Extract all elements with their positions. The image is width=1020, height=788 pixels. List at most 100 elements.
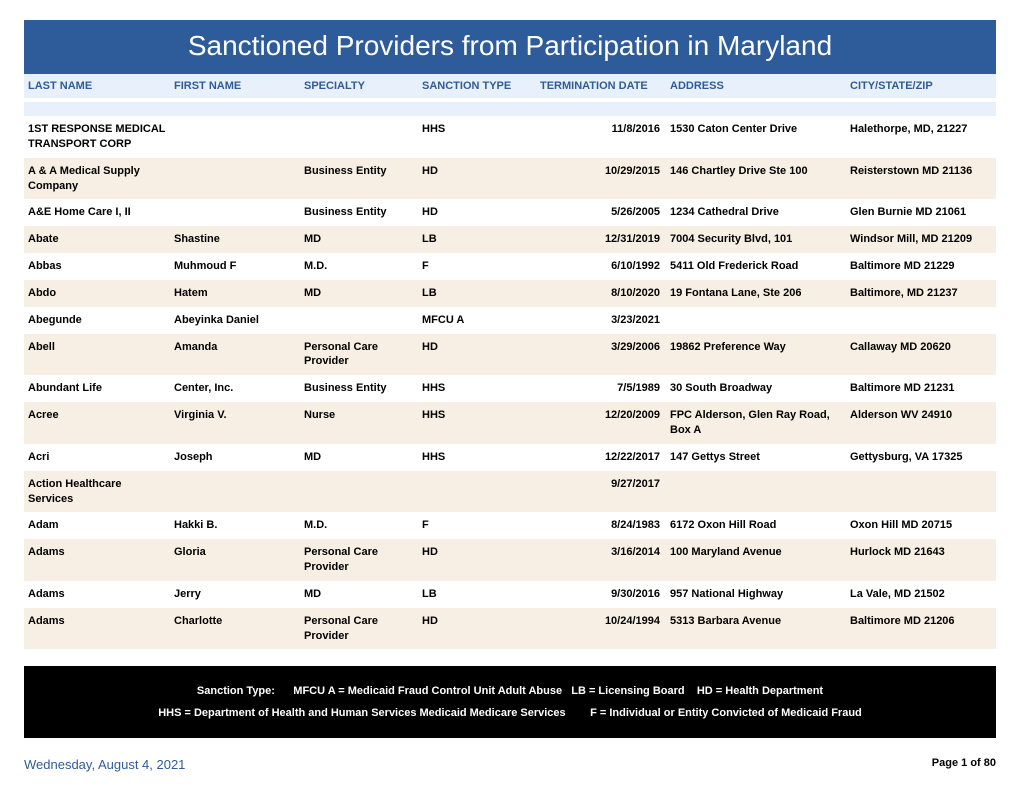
cell-lastname: Adam [24, 518, 174, 533]
cell-address: 1530 Caton Center Drive [670, 122, 850, 137]
table-row: AdamsJerryMDLB9/30/2016957 National High… [24, 581, 996, 608]
col-header-sanction: SANCTION TYPE [422, 80, 540, 92]
col-header-firstname: FIRST NAME [174, 80, 304, 92]
cell-sanction: HD [422, 545, 540, 560]
cell-specialty: Personal Care Provider [304, 340, 422, 370]
cell-city: Baltimore, MD 21237 [850, 286, 990, 301]
cell-lastname: Adams [24, 587, 174, 602]
cell-firstname: Hakki B. [174, 518, 304, 533]
cell-sanction: LB [422, 587, 540, 602]
legend-label: Sanction Type: [197, 685, 275, 697]
cell-termdate: 10/24/1994 [540, 614, 670, 629]
table-body: 1ST RESPONSE MEDICAL TRANSPORT CORPHHS11… [24, 116, 996, 649]
cell-termdate: 12/31/2019 [540, 232, 670, 247]
table-row: Abundant LifeCenter, Inc.Business Entity… [24, 375, 996, 402]
cell-sanction: HD [422, 340, 540, 355]
cell-lastname: Abegunde [24, 313, 174, 328]
legend-lb: LB = Licensing Board [571, 685, 684, 697]
col-header-termdate: TERMINATION DATE [540, 80, 670, 92]
cell-specialty: M.D. [304, 259, 422, 274]
cell-sanction: HD [422, 205, 540, 220]
cell-sanction: HD [422, 164, 540, 179]
cell-address: 6172 Oxon Hill Road [670, 518, 850, 533]
table-row: A&E Home Care I, II Business EntityHD5/26… [24, 199, 996, 226]
cell-lastname: A & A Medical Supply Company [24, 164, 174, 194]
cell-termdate: 6/10/1992 [540, 259, 670, 274]
cell-termdate: 10/29/2015 [540, 164, 670, 179]
table-row: AcreeVirginia V.NurseHHS12/20/2009FPC Al… [24, 402, 996, 444]
col-header-lastname: LAST NAME [24, 80, 174, 92]
cell-address: 7004 Security Blvd, 101 [670, 232, 850, 247]
cell-address: FPC Alderson, Glen Ray Road, Box A [670, 408, 850, 438]
cell-specialty: Nurse [304, 408, 422, 423]
table-row: AcriJosephMDHHS12/22/2017147 Gettys Stre… [24, 444, 996, 471]
cell-lastname: Acree [24, 408, 174, 423]
cell-lastname: Abbas [24, 259, 174, 274]
cell-firstname: Amanda [174, 340, 304, 355]
cell-specialty: Personal Care Provider [304, 614, 422, 644]
table-row: Action Healthcare Services 9/27/2017 [24, 471, 996, 513]
cell-specialty: Business Entity [304, 164, 422, 179]
legend-line-1: Sanction Type: MFCU A = Medicaid Fraud C… [34, 680, 986, 702]
cell-address: 146 Chartley Drive Ste 100 [670, 164, 850, 179]
cell-lastname: A&E Home Care I, II [24, 205, 174, 220]
table-row: A & A Medical Supply Company Business Ent… [24, 158, 996, 200]
cell-address: 957 National Highway [670, 587, 850, 602]
footer-date: Wednesday, August 4, 2021 [24, 757, 185, 772]
cell-lastname: Adams [24, 614, 174, 629]
cell-city: La Vale, MD 21502 [850, 587, 990, 602]
cell-city: Baltimore MD 21231 [850, 381, 990, 396]
cell-firstname: Gloria [174, 545, 304, 560]
cell-firstname: Virginia V. [174, 408, 304, 423]
legend-hhs: HHS = Department of Health and Human Ser… [158, 707, 565, 719]
col-header-specialty: SPECIALTY [304, 80, 422, 92]
page-title: Sanctioned Providers from Participation … [24, 20, 996, 74]
legend-hd: HD = Health Department [697, 685, 823, 697]
cell-lastname: Action Healthcare Services [24, 477, 174, 507]
cell-firstname: Jerry [174, 587, 304, 602]
cell-address: 100 Maryland Avenue [670, 545, 850, 560]
cell-sanction: HHS [422, 381, 540, 396]
cell-termdate: 7/5/1989 [540, 381, 670, 396]
page-footer: Wednesday, August 4, 2021 Page 1 of 80 [24, 757, 996, 772]
cell-city: Hurlock MD 21643 [850, 545, 990, 560]
cell-city: Baltimore MD 21206 [850, 614, 990, 629]
cell-termdate: 8/24/1983 [540, 518, 670, 533]
cell-specialty: M.D. [304, 518, 422, 533]
cell-termdate: 8/10/2020 [540, 286, 670, 301]
legend-f: F = Individual or Entity Convicted of Me… [590, 707, 862, 719]
cell-firstname: Shastine [174, 232, 304, 247]
header-spacer [24, 102, 996, 116]
cell-termdate: 9/27/2017 [540, 477, 670, 492]
cell-city: Callaway MD 20620 [850, 340, 990, 355]
cell-city: Windsor Mill, MD 21209 [850, 232, 990, 247]
cell-firstname: Center, Inc. [174, 381, 304, 396]
cell-specialty: Business Entity [304, 381, 422, 396]
legend-line-2: HHS = Department of Health and Human Ser… [34, 702, 986, 724]
cell-termdate: 3/23/2021 [540, 313, 670, 328]
table-row: 1ST RESPONSE MEDICAL TRANSPORT CORPHHS11… [24, 116, 996, 158]
cell-firstname: Charlotte [174, 614, 304, 629]
cell-city: Gettysburg, VA 17325 [850, 450, 990, 465]
cell-firstname: Hatem [174, 286, 304, 301]
cell-sanction: HD [422, 614, 540, 629]
cell-specialty: MD [304, 450, 422, 465]
cell-city: Halethorpe, MD, 21227 [850, 122, 990, 137]
table-row: AdamsCharlottePersonal Care ProviderHD10… [24, 608, 996, 650]
cell-address: 147 Gettys Street [670, 450, 850, 465]
cell-sanction: LB [422, 286, 540, 301]
cell-sanction: LB [422, 232, 540, 247]
cell-city: Glen Burnie MD 21061 [850, 205, 990, 220]
cell-city: Reisterstown MD 21136 [850, 164, 990, 179]
cell-termdate: 5/26/2005 [540, 205, 670, 220]
cell-firstname: Abeyinka Daniel [174, 313, 304, 328]
cell-address: 5411 Old Frederick Road [670, 259, 850, 274]
legend-mfcua: MFCU A = Medicaid Fraud Control Unit Adu… [293, 685, 562, 697]
cell-lastname: 1ST RESPONSE MEDICAL TRANSPORT CORP [24, 122, 174, 152]
cell-address: 30 South Broadway [670, 381, 850, 396]
table-row: AdamsGloriaPersonal Care ProviderHD3/16/… [24, 539, 996, 581]
cell-address: 5313 Barbara Avenue [670, 614, 850, 629]
cell-sanction: HHS [422, 408, 540, 423]
cell-termdate: 3/16/2014 [540, 545, 670, 560]
cell-specialty: Business Entity [304, 205, 422, 220]
